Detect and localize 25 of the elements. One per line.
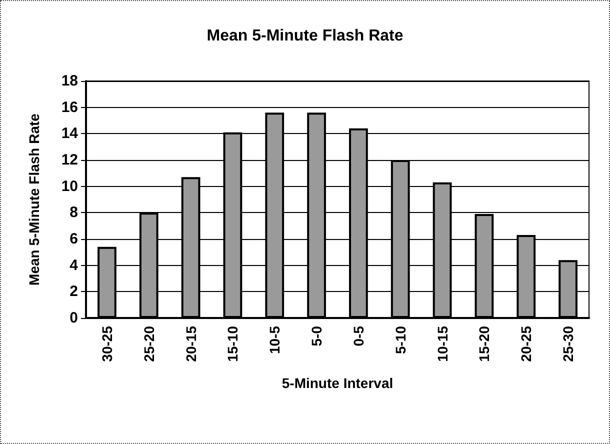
x-tick-label: 20-15 [182,326,199,362]
x-tick-label: 20-25 [518,326,534,362]
x-tick-label: 30-25 [98,326,115,362]
x-tick-label: 5-10 [392,326,408,354]
y-tick-label: 14 [61,125,79,142]
y-axis-title: Mean 5-Minute Flash Rate [26,113,42,286]
x-tick-label: 15-10 [224,326,241,362]
y-tick-label: 2 [70,283,78,300]
x-tick-label: 5-0 [308,326,325,346]
y-tick-label: 16 [61,98,78,116]
y-tick-label: 12 [61,152,78,168]
y-tick-label: 4 [70,256,79,274]
x-tick-label: 25-20 [140,326,157,362]
x-axis-title: 5-Minute Interval [282,375,394,391]
x-tick-label: 15-20 [476,326,492,362]
x-tick-label: 0-5 [350,326,366,346]
y-tick-label: 10 [61,178,78,195]
chart-title: Mean 5-Minute Flash Rate [206,28,404,44]
y-tick-label: 6 [70,230,78,248]
y-tick-label: 0 [70,310,78,326]
x-tick-label: 25-30 [560,326,576,362]
x-tick-label: 10-15 [434,326,450,362]
y-tick-label: 18 [61,72,78,90]
y-tick-label: 8 [70,204,78,222]
x-tick-label: 10-5 [266,326,283,354]
